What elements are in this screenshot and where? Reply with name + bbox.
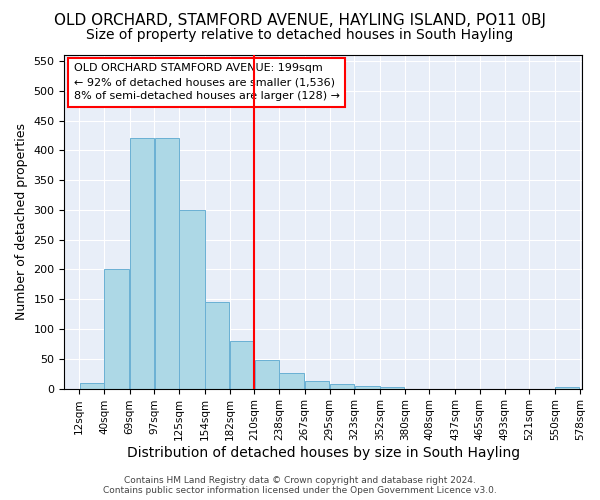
- Bar: [80, 382, 104, 388]
- Bar: [355, 386, 380, 388]
- Text: Contains HM Land Registry data © Crown copyright and database right 2024.
Contai: Contains HM Land Registry data © Crown c…: [103, 476, 497, 495]
- Bar: [179, 210, 205, 388]
- Text: Size of property relative to detached houses in South Hayling: Size of property relative to detached ho…: [86, 28, 514, 42]
- Y-axis label: Number of detached properties: Number of detached properties: [15, 124, 28, 320]
- Bar: [104, 270, 130, 388]
- X-axis label: Distribution of detached houses by size in South Hayling: Distribution of detached houses by size …: [127, 446, 520, 460]
- Bar: [155, 138, 179, 388]
- Bar: [205, 302, 229, 388]
- Text: OLD ORCHARD STAMFORD AVENUE: 199sqm
← 92% of detached houses are smaller (1,536): OLD ORCHARD STAMFORD AVENUE: 199sqm ← 92…: [74, 64, 340, 102]
- Bar: [280, 372, 304, 388]
- Bar: [330, 384, 354, 388]
- Bar: [130, 138, 154, 388]
- Bar: [254, 360, 279, 388]
- Text: OLD ORCHARD, STAMFORD AVENUE, HAYLING ISLAND, PO11 0BJ: OLD ORCHARD, STAMFORD AVENUE, HAYLING IS…: [54, 12, 546, 28]
- Bar: [305, 381, 329, 388]
- Bar: [230, 341, 254, 388]
